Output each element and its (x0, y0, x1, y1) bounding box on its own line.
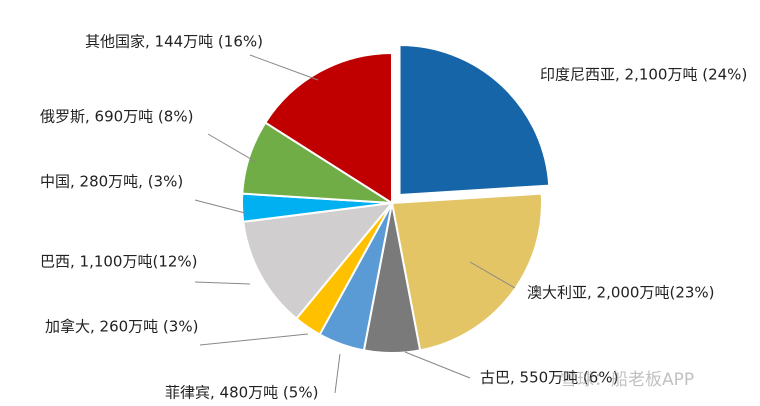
leader-line (404, 351, 471, 379)
leader-line (249, 54, 319, 81)
leader-line (194, 281, 251, 285)
watermark: 雪球：船老板APP (560, 370, 694, 390)
leader-line (199, 333, 309, 346)
pie-slice (398, 43, 551, 197)
slice-label: 印度尼西亚, 2,100万吨 (24%) (540, 66, 747, 84)
leader-line (334, 353, 341, 394)
slice-label: 菲律宾, 480万吨 (5%) (165, 384, 318, 402)
leader-line (207, 133, 257, 163)
slice-label: 澳大利亚, 2,000万吨(23%) (527, 284, 715, 302)
slice-label: 加拿大, 260万吨 (3%) (45, 318, 198, 336)
leader-line (469, 261, 516, 289)
pie-slice (242, 201, 395, 320)
leader-line (194, 199, 246, 214)
pie-slice (390, 192, 543, 352)
slice-label: 中国, 280万吨, (3%) (40, 173, 183, 191)
slice-label: 巴西, 1,100万吨(12%) (40, 253, 198, 271)
pie-slice (263, 51, 393, 205)
slice-label: 其他国家, 144万吨 (16%) (85, 33, 263, 51)
slice-label: 古巴, 550万吨 (6%) (480, 369, 618, 387)
slice-label: 俄罗斯, 690万吨 (8%) (40, 108, 193, 126)
